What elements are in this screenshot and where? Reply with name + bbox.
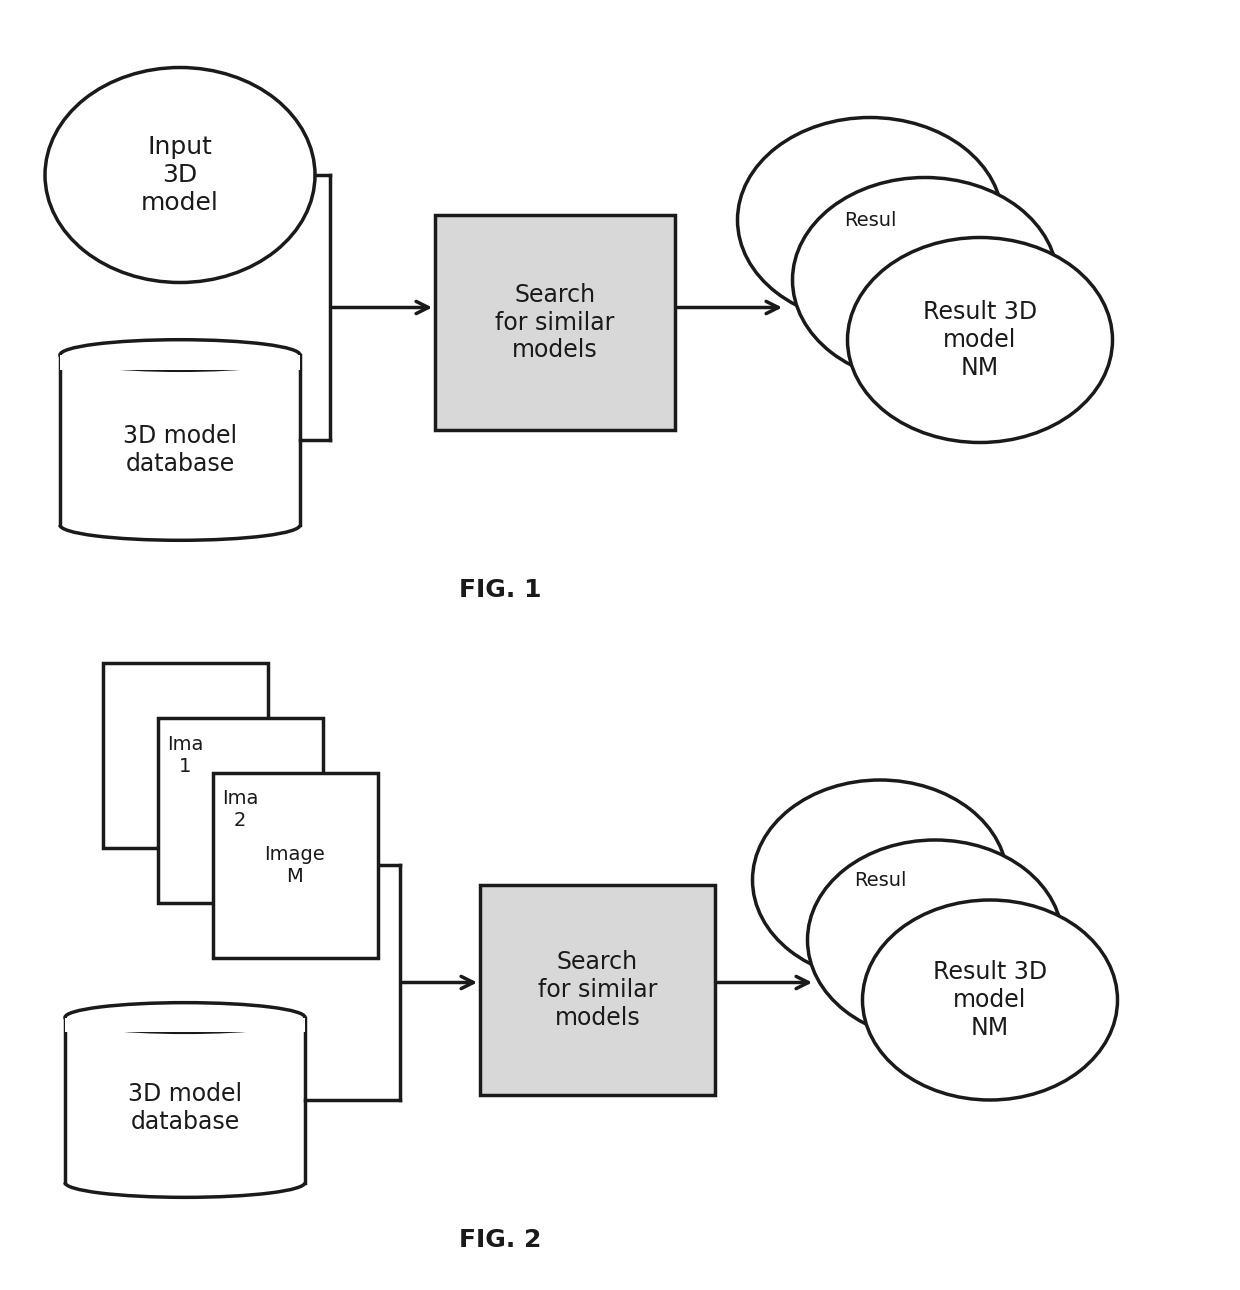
Text: Result 3D
model
NM: Result 3D model NM xyxy=(932,960,1047,1040)
Ellipse shape xyxy=(60,339,300,370)
Bar xyxy=(480,885,715,1095)
Text: FIG. 2: FIG. 2 xyxy=(459,1228,541,1253)
Text: Ima
2: Ima 2 xyxy=(222,789,258,831)
Text: 3D model
database: 3D model database xyxy=(128,1082,242,1134)
Text: Result 3D
model
NM: Result 3D model NM xyxy=(923,301,1037,379)
Bar xyxy=(435,215,675,430)
Ellipse shape xyxy=(792,178,1058,383)
Bar xyxy=(103,663,268,848)
Ellipse shape xyxy=(64,1002,305,1032)
Text: 3D model
database: 3D model database xyxy=(123,424,237,476)
Ellipse shape xyxy=(863,900,1117,1100)
Ellipse shape xyxy=(738,117,1002,322)
Text: Ima
1: Ima 1 xyxy=(167,734,203,775)
Text: Input
3D
model: Input 3D model xyxy=(141,135,219,215)
Ellipse shape xyxy=(807,840,1063,1040)
Text: FIG. 1: FIG. 1 xyxy=(459,578,541,602)
Text: Search
for similar
models: Search for similar models xyxy=(538,951,657,1029)
Text: Image
M: Image M xyxy=(264,845,325,885)
Text: Resul: Resul xyxy=(854,871,906,890)
Bar xyxy=(64,1018,305,1032)
Ellipse shape xyxy=(753,780,1007,980)
Ellipse shape xyxy=(847,237,1112,442)
Bar xyxy=(212,773,377,957)
Text: Search
for similar
models: Search for similar models xyxy=(495,283,615,362)
Bar xyxy=(60,355,300,525)
Bar xyxy=(60,355,300,370)
Text: Resul: Resul xyxy=(843,210,897,230)
Bar xyxy=(157,717,322,903)
Bar xyxy=(64,1018,305,1183)
Ellipse shape xyxy=(45,67,315,283)
